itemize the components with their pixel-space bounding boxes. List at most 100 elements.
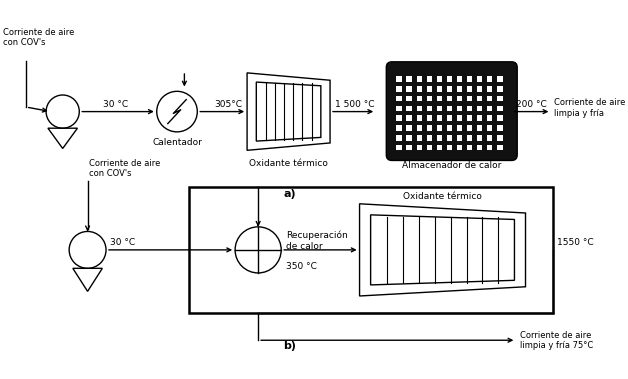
FancyBboxPatch shape xyxy=(447,115,452,121)
FancyBboxPatch shape xyxy=(436,145,442,150)
FancyBboxPatch shape xyxy=(477,125,482,131)
FancyBboxPatch shape xyxy=(457,96,462,101)
FancyBboxPatch shape xyxy=(396,96,402,101)
Text: Recuperación
de calor: Recuperación de calor xyxy=(286,231,347,251)
FancyBboxPatch shape xyxy=(497,96,502,101)
FancyBboxPatch shape xyxy=(426,145,432,150)
FancyBboxPatch shape xyxy=(416,76,422,82)
FancyBboxPatch shape xyxy=(477,76,482,82)
FancyBboxPatch shape xyxy=(457,106,462,111)
FancyBboxPatch shape xyxy=(457,76,462,82)
FancyBboxPatch shape xyxy=(467,106,472,111)
FancyBboxPatch shape xyxy=(416,96,422,101)
FancyBboxPatch shape xyxy=(477,115,482,121)
FancyBboxPatch shape xyxy=(406,115,412,121)
Text: 350 °C: 350 °C xyxy=(286,262,317,271)
FancyBboxPatch shape xyxy=(487,145,492,150)
FancyBboxPatch shape xyxy=(416,106,422,111)
FancyBboxPatch shape xyxy=(406,96,412,101)
FancyBboxPatch shape xyxy=(457,115,462,121)
FancyBboxPatch shape xyxy=(447,106,452,111)
FancyBboxPatch shape xyxy=(436,96,442,101)
FancyBboxPatch shape xyxy=(426,86,432,92)
FancyBboxPatch shape xyxy=(416,86,422,92)
FancyBboxPatch shape xyxy=(487,96,492,101)
FancyBboxPatch shape xyxy=(467,125,472,131)
FancyBboxPatch shape xyxy=(447,86,452,92)
FancyBboxPatch shape xyxy=(426,125,432,131)
FancyBboxPatch shape xyxy=(467,135,472,141)
FancyBboxPatch shape xyxy=(436,106,442,111)
FancyBboxPatch shape xyxy=(416,125,422,131)
FancyBboxPatch shape xyxy=(447,96,452,101)
FancyBboxPatch shape xyxy=(416,145,422,150)
Text: Corriente de aire
limpia y fría: Corriente de aire limpia y fría xyxy=(554,98,625,117)
FancyBboxPatch shape xyxy=(457,135,462,141)
Text: Corriente de aire
con COV's: Corriente de aire con COV's xyxy=(3,28,74,47)
FancyBboxPatch shape xyxy=(487,115,492,121)
FancyBboxPatch shape xyxy=(396,86,402,92)
FancyBboxPatch shape xyxy=(477,145,482,150)
FancyBboxPatch shape xyxy=(477,135,482,141)
Text: 200 °C: 200 °C xyxy=(516,100,547,109)
FancyBboxPatch shape xyxy=(396,106,402,111)
FancyBboxPatch shape xyxy=(497,106,502,111)
FancyBboxPatch shape xyxy=(426,106,432,111)
FancyBboxPatch shape xyxy=(426,135,432,141)
FancyBboxPatch shape xyxy=(436,86,442,92)
FancyBboxPatch shape xyxy=(497,145,502,150)
FancyBboxPatch shape xyxy=(416,135,422,141)
FancyBboxPatch shape xyxy=(406,86,412,92)
FancyBboxPatch shape xyxy=(497,115,502,121)
FancyBboxPatch shape xyxy=(457,145,462,150)
Text: Oxidante térmico: Oxidante térmico xyxy=(249,159,328,168)
Bar xyxy=(189,187,553,313)
FancyBboxPatch shape xyxy=(406,145,412,150)
FancyBboxPatch shape xyxy=(447,76,452,82)
FancyBboxPatch shape xyxy=(426,96,432,101)
FancyBboxPatch shape xyxy=(467,115,472,121)
FancyBboxPatch shape xyxy=(487,135,492,141)
Text: Corriente de aire
limpia y fría 75°C: Corriente de aire limpia y fría 75°C xyxy=(520,330,593,350)
Text: 305°C: 305°C xyxy=(214,100,242,109)
Text: Almacenador de calor: Almacenador de calor xyxy=(402,161,501,171)
FancyBboxPatch shape xyxy=(436,76,442,82)
FancyBboxPatch shape xyxy=(396,135,402,141)
FancyBboxPatch shape xyxy=(406,125,412,131)
FancyBboxPatch shape xyxy=(416,115,422,121)
FancyBboxPatch shape xyxy=(467,145,472,150)
FancyBboxPatch shape xyxy=(487,125,492,131)
Text: Oxidante térmico: Oxidante térmico xyxy=(403,192,482,201)
FancyBboxPatch shape xyxy=(396,125,402,131)
FancyBboxPatch shape xyxy=(396,145,402,150)
FancyBboxPatch shape xyxy=(457,125,462,131)
Text: 1 500 °C: 1 500 °C xyxy=(335,100,374,109)
Text: 30 °C: 30 °C xyxy=(110,238,135,247)
Text: 1550 °C: 1550 °C xyxy=(557,238,593,247)
Text: b): b) xyxy=(283,341,296,351)
FancyBboxPatch shape xyxy=(497,86,502,92)
FancyBboxPatch shape xyxy=(396,76,402,82)
Text: Calentador: Calentador xyxy=(152,138,202,147)
FancyBboxPatch shape xyxy=(487,86,492,92)
FancyBboxPatch shape xyxy=(386,62,517,160)
FancyBboxPatch shape xyxy=(467,76,472,82)
Text: Corriente de aire
con COV's: Corriente de aire con COV's xyxy=(89,158,161,178)
FancyBboxPatch shape xyxy=(426,76,432,82)
FancyBboxPatch shape xyxy=(457,86,462,92)
Text: a): a) xyxy=(283,189,296,199)
FancyBboxPatch shape xyxy=(477,96,482,101)
FancyBboxPatch shape xyxy=(406,76,412,82)
FancyBboxPatch shape xyxy=(497,125,502,131)
FancyBboxPatch shape xyxy=(487,106,492,111)
Text: 30 °C: 30 °C xyxy=(103,100,128,109)
FancyBboxPatch shape xyxy=(436,135,442,141)
FancyBboxPatch shape xyxy=(396,115,402,121)
FancyBboxPatch shape xyxy=(436,125,442,131)
FancyBboxPatch shape xyxy=(487,76,492,82)
FancyBboxPatch shape xyxy=(477,86,482,92)
FancyBboxPatch shape xyxy=(497,76,502,82)
FancyBboxPatch shape xyxy=(497,135,502,141)
FancyBboxPatch shape xyxy=(406,106,412,111)
FancyBboxPatch shape xyxy=(447,135,452,141)
